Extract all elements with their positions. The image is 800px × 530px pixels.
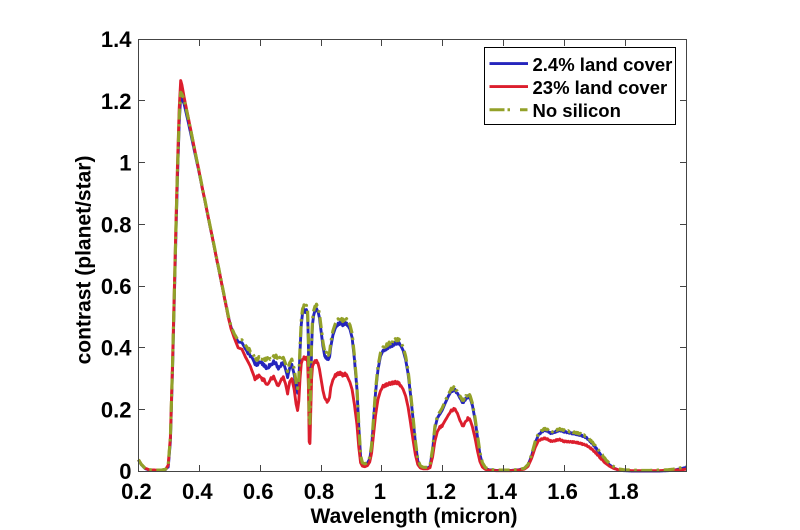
- svg-text:0.2: 0.2: [121, 479, 152, 504]
- svg-text:1.4: 1.4: [101, 27, 132, 52]
- svg-text:1.6: 1.6: [547, 479, 578, 504]
- svg-text:0.6: 0.6: [243, 479, 274, 504]
- svg-text:0: 0: [119, 459, 131, 484]
- svg-text:1.4: 1.4: [486, 479, 517, 504]
- svg-text:0.8: 0.8: [101, 212, 132, 237]
- svg-text:2.4% land cover: 2.4% land cover: [533, 54, 673, 75]
- svg-text:1: 1: [374, 479, 386, 504]
- svg-text:0.2: 0.2: [101, 398, 132, 423]
- svg-text:1.2: 1.2: [101, 89, 132, 114]
- svg-text:1.2: 1.2: [426, 479, 457, 504]
- svg-text:contrast (planet/star): contrast (planet/star): [73, 156, 96, 365]
- svg-text:0.8: 0.8: [304, 479, 335, 504]
- svg-text:Wavelength (micron): Wavelength (micron): [311, 505, 518, 528]
- svg-text:1.8: 1.8: [608, 479, 639, 504]
- svg-text:1: 1: [119, 151, 131, 176]
- svg-text:0.4: 0.4: [182, 479, 213, 504]
- svg-text:No silicon: No silicon: [533, 100, 621, 121]
- svg-text:0.6: 0.6: [101, 274, 132, 299]
- svg-text:23% land cover: 23% land cover: [533, 77, 668, 98]
- svg-text:0.4: 0.4: [101, 336, 132, 361]
